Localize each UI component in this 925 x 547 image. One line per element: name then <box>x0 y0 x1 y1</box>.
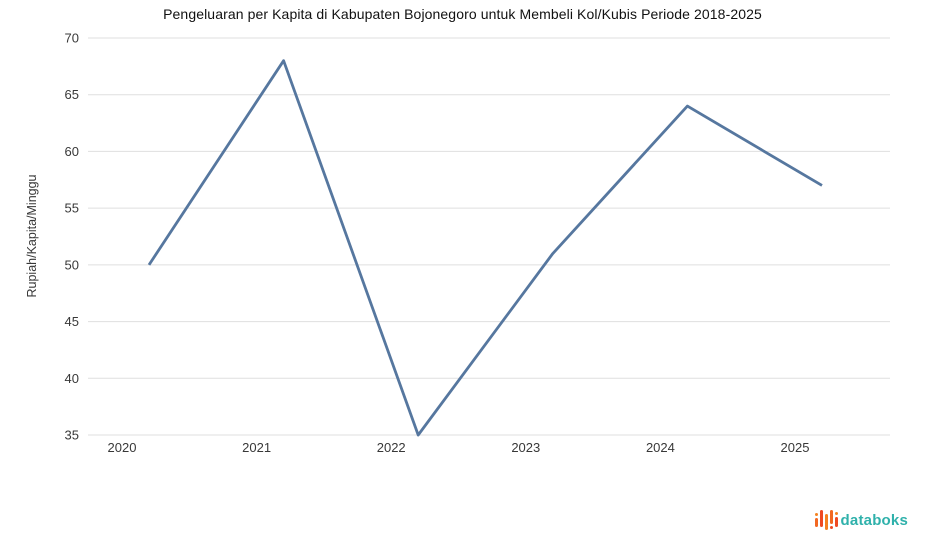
x-axis-tick-label: 2022 <box>377 440 406 455</box>
y-axis-tick-label: 60 <box>65 144 79 159</box>
databoks-logo: databoks <box>814 507 908 533</box>
y-axis-tick-label: 35 <box>65 428 79 443</box>
y-axis-tick-label: 65 <box>65 87 79 102</box>
y-axis-title: Rupiah/Kapita/Minggu <box>25 174 39 297</box>
y-axis-tick-label: 70 <box>65 31 79 46</box>
y-axis-tick-label: 50 <box>65 257 79 272</box>
data-line-series <box>147 59 823 437</box>
databoks-logo-icon <box>814 510 838 530</box>
y-axis-tick-label: 55 <box>65 201 79 216</box>
chart-title: Pengeluaran per Kapita di Kabupaten Bojo… <box>163 6 762 22</box>
x-axis-tick-label: 2023 <box>511 440 540 455</box>
x-axis-tick-label: 2021 <box>242 440 271 455</box>
y-axis-tick-label: 40 <box>65 371 79 386</box>
databoks-logo-text: databoks <box>840 511 908 529</box>
x-axis-tick-label: 2025 <box>781 440 810 455</box>
y-axis-tick-label: 45 <box>65 314 79 329</box>
x-axis-tick-label: 2024 <box>646 440 675 455</box>
x-axis-tick-label: 2020 <box>108 440 137 455</box>
